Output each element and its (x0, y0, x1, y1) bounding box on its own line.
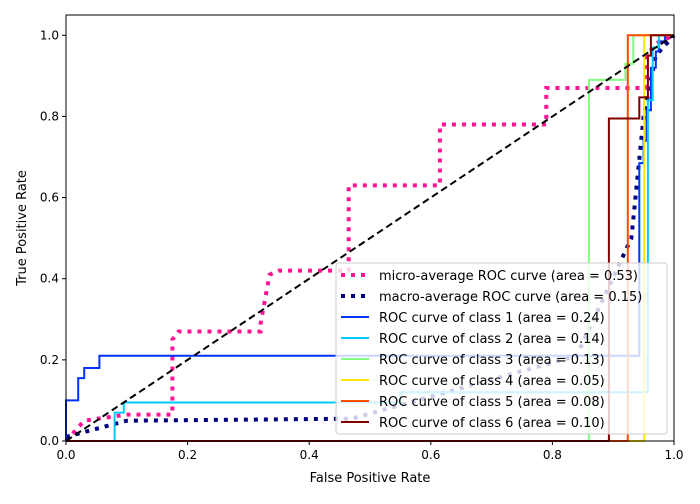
y-tick-label: 0.4 (40, 272, 59, 286)
x-tick-label: 1.0 (664, 448, 683, 462)
x-axis-label: False Positive Rate (310, 471, 431, 486)
y-tick-label: 0.6 (40, 191, 59, 205)
y-tick-label: 0.0 (40, 434, 59, 448)
legend-label-1: macro-average ROC curve (area = 0.15) (379, 290, 642, 305)
y-ticks: 0.0 0.2 0.4 0.6 0.8 1.0 (40, 28, 66, 448)
series-line-8 (65, 34, 675, 442)
legend-label-2: ROC curve of class 1 (area = 0.24) (379, 311, 605, 326)
y-tick-label: 0.2 (40, 353, 59, 367)
series-line-0 (64, 33, 675, 443)
y-tick-label: 1.0 (40, 28, 59, 42)
legend-label-5: ROC curve of class 4 (area = 0.05) (379, 374, 605, 389)
legend-label-0: micro-average ROC curve (area = 0.53) (379, 269, 638, 284)
axes-frame (65, 14, 675, 442)
legend-label-6: ROC curve of class 5 (area = 0.08) (379, 395, 605, 410)
x-tick-label: 0.0 (56, 448, 75, 462)
legend-label-3: ROC curve of class 2 (area = 0.14) (379, 332, 605, 347)
x-tick-label: 0.6 (421, 448, 440, 462)
legend-label-7: ROC curve of class 6 (area = 0.10) (379, 416, 605, 431)
x-tick-label: 0.4 (300, 448, 319, 462)
x-tick-label: 0.2 (178, 448, 197, 462)
legend: micro-average ROC curve (area = 0.53) mac… (335, 262, 668, 435)
y-tick-label: 0.8 (40, 109, 59, 123)
legend-box (335, 262, 668, 435)
y-axis-label: True Positive Rate (15, 170, 30, 287)
legend-label-4: ROC curve of class 3 (area = 0.13) (379, 353, 605, 368)
x-ticks: 0.0 0.2 0.4 0.6 0.8 1.0 (56, 441, 684, 462)
x-tick-label: 0.8 (543, 448, 562, 462)
